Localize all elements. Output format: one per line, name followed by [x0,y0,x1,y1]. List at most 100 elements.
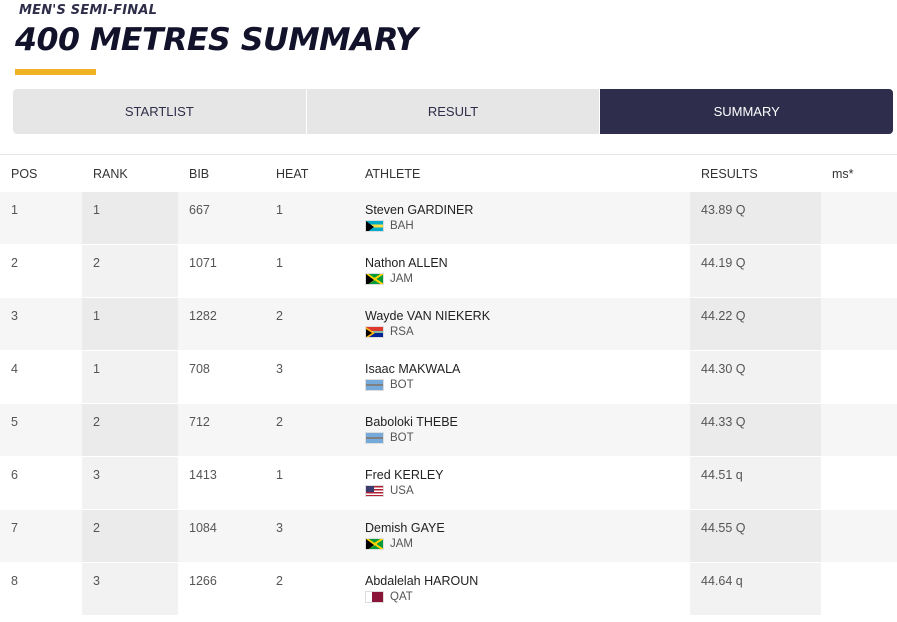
pos-cell: 4 [11,362,18,376]
country-code: BAH [390,220,414,232]
column-header-heat[interactable]: HEAT [276,166,309,181]
heat-cell: 1 [276,256,283,270]
athlete-cell: Steven GARDINER BAH [354,192,690,244]
bib-cell: 712 [189,415,210,429]
table-row: 6 3 1413 1 Fred KERLEY USA 44.51 q [0,457,897,510]
ms-cell [821,298,897,350]
bot-flag-icon [365,432,384,444]
rank-cell: 1 [82,192,178,244]
athlete-name[interactable]: Wayde VAN NIEKERK [365,309,491,323]
heat-cell: 1 [276,203,283,217]
bib-cell: 1282 [189,309,217,323]
table-row: 2 2 1071 1 Nathon ALLEN JAM 44.19 Q [0,245,897,298]
athlete-name[interactable]: Demish GAYE [365,521,445,535]
rank-cell: 2 [82,510,178,562]
table-body: 1 1 667 1 Steven GARDINER BAH 43.89 Q 2 … [0,192,897,616]
athlete-cell: Abdalelah HAROUN QAT [354,563,690,615]
athlete-country: QAT [365,591,690,603]
country-code: BOT [390,432,414,444]
bib-cell: 1413 [189,468,217,482]
athlete-name[interactable]: Isaac MAKWALA [365,362,461,376]
tab-startlist[interactable]: STARTLIST [13,89,307,134]
athlete-cell: Baboloki THEBE BOT [354,404,690,456]
pos-cell: 6 [11,468,18,482]
result-cell: 43.89 Q [690,192,821,244]
ms-cell [821,510,897,562]
jam-flag-icon [365,538,384,550]
ms-cell [821,404,897,456]
bot-flag-icon [365,379,384,391]
bib-cell: 1266 [189,574,217,588]
column-header-results[interactable]: RESULTS [701,166,758,181]
rank-cell: 2 [82,245,178,297]
athlete-cell: Wayde VAN NIEKERK RSA [354,298,690,350]
pos-cell: 1 [11,203,18,217]
column-header-ms[interactable]: ms* [832,166,854,181]
tab-summary[interactable]: SUMMARY [600,89,893,134]
usa-flag-icon [365,485,384,497]
athlete-country: USA [365,485,690,497]
rank-cell: 1 [82,298,178,350]
column-header-rank[interactable]: RANK [93,166,128,181]
heat-cell: 2 [276,415,283,429]
heat-cell: 3 [276,521,283,535]
table-row: 3 1 1282 2 Wayde VAN NIEKERK RSA 44.22 Q [0,298,897,351]
athlete-country: JAM [365,273,690,285]
country-code: JAM [390,273,413,285]
athlete-name[interactable]: Steven GARDINER [365,203,474,217]
page-title: 400 METRES SUMMARY [15,22,418,58]
athlete-name[interactable]: Baboloki THEBE [365,415,458,429]
athlete-name[interactable]: Fred KERLEY [365,468,444,482]
bib-cell: 1071 [189,256,217,270]
rank-cell: 2 [82,404,178,456]
result-cell: 44.51 q [690,457,821,509]
jam-flag-icon [365,273,384,285]
table-row: 5 2 712 2 Baboloki THEBE BOT 44.33 Q [0,404,897,457]
athlete-name[interactable]: Nathon ALLEN [365,256,448,270]
qat-flag-icon [365,591,384,603]
athlete-country: BOT [365,432,690,444]
heat-cell: 2 [276,309,283,323]
athlete-cell: Isaac MAKWALA BOT [354,351,690,403]
bah-flag-icon [365,220,384,232]
result-cell: 44.19 Q [690,245,821,297]
summary-table: POS RANK BIB HEAT ATHLETE RESULTS ms* 1 … [0,154,897,616]
bib-cell: 708 [189,362,210,376]
pos-cell: 5 [11,415,18,429]
heat-cell: 3 [276,362,283,376]
result-cell: 44.55 Q [690,510,821,562]
heat-cell: 2 [276,574,283,588]
rsa-flag-icon [365,326,384,338]
result-cell: 44.22 Q [690,298,821,350]
column-header-pos[interactable]: POS [11,166,38,181]
title-accent-bar [15,69,96,75]
rank-cell: 1 [82,351,178,403]
bib-cell: 1084 [189,521,217,535]
athlete-country: JAM [365,538,690,550]
ms-cell [821,192,897,244]
tab-result[interactable]: RESULT [307,89,601,134]
results-tabs: STARTLIST RESULT SUMMARY [13,89,893,134]
rank-cell: 3 [82,457,178,509]
pos-cell: 8 [11,574,18,588]
athlete-cell: Nathon ALLEN JAM [354,245,690,297]
table-row: 7 2 1084 3 Demish GAYE JAM 44.55 Q [0,510,897,563]
column-header-bib[interactable]: BIB [189,166,210,181]
ms-cell [821,351,897,403]
pos-cell: 2 [11,256,18,270]
ms-cell [821,457,897,509]
table-row: 8 3 1266 2 Abdalelah HAROUN QAT 44.64 q [0,563,897,616]
pos-cell: 7 [11,521,18,535]
result-cell: 44.64 q [690,563,821,615]
table-row: 4 1 708 3 Isaac MAKWALA BOT 44.30 Q [0,351,897,404]
table-row: 1 1 667 1 Steven GARDINER BAH 43.89 Q [0,192,897,245]
result-cell: 44.30 Q [690,351,821,403]
athlete-name[interactable]: Abdalelah HAROUN [365,574,479,588]
ms-cell [821,563,897,615]
athlete-country: BOT [365,379,690,391]
athlete-cell: Demish GAYE JAM [354,510,690,562]
result-cell: 44.33 Q [690,404,821,456]
column-header-athlete[interactable]: ATHLETE [365,166,421,181]
athlete-country: BAH [365,220,690,232]
pos-cell: 3 [11,309,18,323]
